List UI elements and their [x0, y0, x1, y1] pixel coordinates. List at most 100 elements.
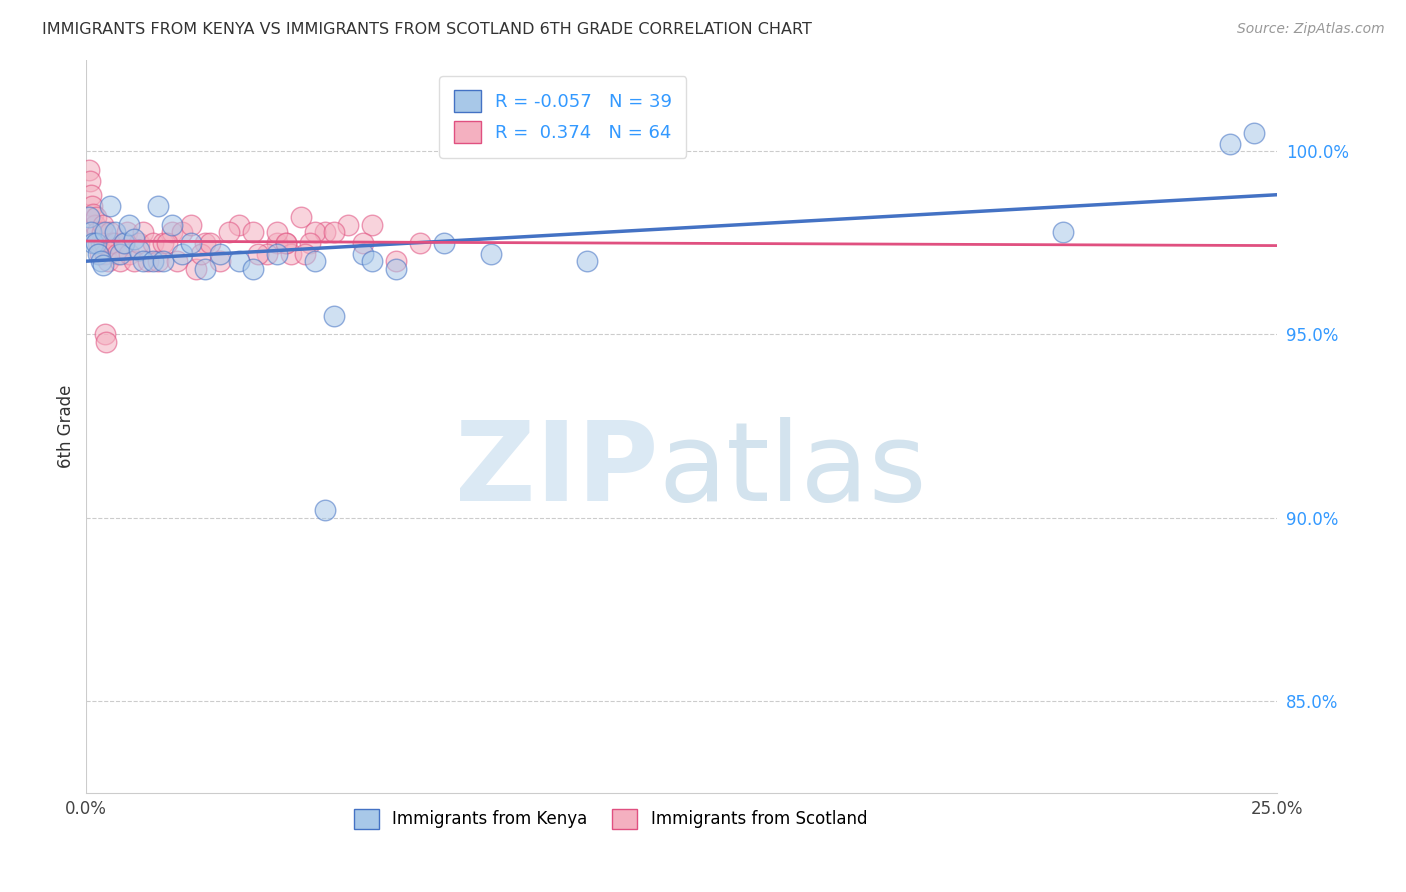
- Point: [96, 334, 118, 349]
- Point: [433, 235, 456, 250]
- Point: [94, 225, 117, 239]
- Point: [337, 218, 360, 232]
- Point: [479, 247, 502, 261]
- Point: [266, 247, 288, 261]
- Point: [180, 218, 202, 232]
- Point: [314, 225, 336, 239]
- Point: [98, 199, 121, 213]
- Point: [385, 254, 408, 268]
- Point: [361, 254, 384, 268]
- Point: [194, 261, 217, 276]
- Point: [290, 211, 312, 225]
- Point: [115, 225, 138, 239]
- Point: [77, 162, 100, 177]
- Point: [323, 309, 346, 323]
- Point: [409, 235, 432, 250]
- Point: [190, 247, 212, 261]
- Point: [82, 206, 104, 220]
- Point: [128, 235, 150, 250]
- Point: [323, 225, 346, 239]
- Point: [352, 247, 374, 261]
- Point: [79, 173, 101, 187]
- Point: [80, 225, 103, 239]
- Point: [112, 235, 135, 250]
- Point: [89, 247, 111, 261]
- Point: [242, 261, 264, 276]
- Point: [93, 235, 115, 250]
- Point: [142, 254, 165, 268]
- Point: [146, 254, 169, 268]
- Point: [361, 218, 384, 232]
- Point: [160, 218, 183, 232]
- Point: [276, 235, 298, 250]
- Point: [104, 235, 127, 250]
- Point: [112, 235, 135, 250]
- Point: [228, 218, 250, 232]
- Point: [276, 235, 298, 250]
- Point: [208, 247, 231, 261]
- Point: [77, 211, 100, 225]
- Point: [280, 247, 302, 261]
- Point: [84, 211, 107, 225]
- Point: [314, 503, 336, 517]
- Point: [170, 247, 193, 261]
- Point: [101, 235, 124, 250]
- Point: [86, 225, 108, 239]
- Point: [194, 235, 217, 250]
- Point: [98, 225, 121, 239]
- Point: [82, 235, 104, 250]
- Point: [266, 235, 288, 250]
- Point: [242, 225, 264, 239]
- Point: [170, 225, 193, 239]
- Point: [142, 235, 165, 250]
- Point: [1243, 126, 1265, 140]
- Point: [128, 243, 150, 257]
- Text: atlas: atlas: [658, 417, 927, 524]
- Point: [132, 225, 155, 239]
- Point: [385, 261, 408, 276]
- Text: ZIP: ZIP: [454, 417, 658, 524]
- Point: [97, 254, 120, 268]
- Point: [304, 225, 326, 239]
- Point: [228, 254, 250, 268]
- Point: [152, 254, 174, 268]
- Point: [575, 254, 598, 268]
- Point: [132, 254, 155, 268]
- Point: [184, 261, 207, 276]
- Point: [166, 254, 188, 268]
- Point: [122, 232, 145, 246]
- Point: [180, 235, 202, 250]
- Point: [218, 225, 240, 239]
- Point: [118, 218, 141, 232]
- Text: IMMIGRANTS FROM KENYA VS IMMIGRANTS FROM SCOTLAND 6TH GRADE CORRELATION CHART: IMMIGRANTS FROM KENYA VS IMMIGRANTS FROM…: [42, 22, 813, 37]
- Point: [198, 235, 221, 250]
- Point: [90, 225, 112, 239]
- Point: [304, 254, 326, 268]
- Point: [294, 247, 316, 261]
- Point: [146, 199, 169, 213]
- Legend: Immigrants from Kenya, Immigrants from Scotland: Immigrants from Kenya, Immigrants from S…: [347, 802, 873, 836]
- Point: [246, 247, 269, 261]
- Point: [299, 235, 322, 250]
- Point: [91, 218, 114, 232]
- Point: [1219, 136, 1241, 151]
- Point: [90, 254, 112, 268]
- Point: [105, 247, 128, 261]
- Point: [87, 247, 110, 261]
- Point: [104, 225, 127, 239]
- Point: [152, 235, 174, 250]
- Point: [94, 247, 117, 261]
- Point: [94, 327, 117, 342]
- Point: [80, 188, 103, 202]
- Point: [256, 247, 278, 261]
- Point: [352, 235, 374, 250]
- Point: [122, 254, 145, 268]
- Point: [156, 235, 179, 250]
- Y-axis label: 6th Grade: 6th Grade: [58, 384, 75, 467]
- Point: [87, 235, 110, 250]
- Point: [83, 218, 105, 232]
- Point: [208, 254, 231, 268]
- Text: Source: ZipAtlas.com: Source: ZipAtlas.com: [1237, 22, 1385, 37]
- Point: [91, 258, 114, 272]
- Point: [108, 254, 131, 268]
